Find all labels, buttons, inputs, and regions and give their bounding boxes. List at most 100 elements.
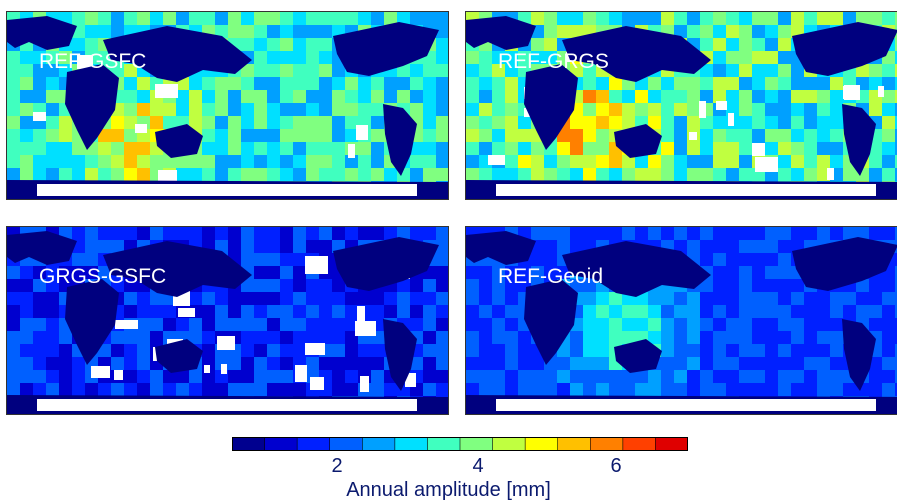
antarctica-nodata: [37, 399, 417, 411]
heatmap-cell: [371, 357, 385, 371]
heatmap-cell: [843, 227, 857, 241]
heatmap-cell: [319, 51, 333, 65]
heatmap-cell: [895, 253, 897, 267]
heatmap-cell: [254, 240, 268, 254]
heatmap-cell: [137, 305, 151, 319]
heatmap-cell: [817, 103, 831, 117]
heatmap-cell: [72, 370, 86, 384]
heatmap-cell: [609, 370, 623, 384]
heatmap-cell: [306, 305, 320, 319]
heatmap-cell: [505, 64, 519, 78]
heatmap-cell: [176, 227, 190, 241]
heatmap-cell: [466, 318, 480, 332]
heatmap-cell: [124, 370, 138, 384]
heatmap-cell: [202, 305, 216, 319]
heatmap-cell: [98, 383, 112, 397]
nodata-patch: [178, 308, 195, 317]
heatmap-cell: [124, 116, 138, 130]
heatmap-cell: [752, 51, 766, 65]
heatmap-cell: [804, 129, 818, 143]
heatmap-cell: [739, 168, 753, 182]
heatmap-cell: [466, 103, 480, 117]
heatmap-cell: [46, 155, 60, 169]
heatmap-cell: [648, 227, 662, 241]
heatmap-cell: [609, 103, 623, 117]
heatmap-cell: [713, 240, 727, 254]
heatmap-cell: [306, 227, 320, 241]
heatmap-cell: [189, 116, 203, 130]
map-panel-ref-grgs: REF-GRGS: [465, 11, 897, 200]
heatmap-cell: [59, 344, 73, 358]
heatmap-cell: [609, 77, 623, 91]
heatmap-cell: [293, 51, 307, 65]
heatmap-cell: [267, 383, 281, 397]
heatmap-cell: [479, 279, 493, 293]
heatmap-cell: [583, 227, 597, 241]
heatmap-cell: [752, 253, 766, 267]
heatmap-cell: [33, 344, 47, 358]
heatmap-cell: [215, 25, 229, 39]
heatmap-cell: [33, 64, 47, 78]
heatmap-cell: [713, 90, 727, 104]
heatmap-cell: [843, 12, 857, 26]
heatmap-cell: [358, 357, 372, 371]
heatmap-cell: [804, 168, 818, 182]
heatmap-cell: [293, 25, 307, 39]
heatmap-cell: [33, 266, 47, 280]
heatmap-cell: [713, 383, 727, 397]
heatmap-cell: [228, 292, 242, 306]
heatmap-cell: [254, 90, 268, 104]
heatmap-cell: [85, 266, 99, 280]
heatmap-cell: [791, 155, 805, 169]
heatmap-cell: [765, 116, 779, 130]
heatmap-cell: [254, 12, 268, 26]
heatmap-cell: [345, 90, 359, 104]
heatmap-cell: [817, 357, 831, 371]
heatmap-cell: [436, 318, 448, 332]
heatmap-cell: [254, 64, 268, 78]
heatmap-cell: [98, 129, 112, 143]
heatmap-cell: [137, 292, 151, 306]
heatmap-cell: [882, 77, 896, 91]
heatmap-cell: [895, 331, 897, 345]
heatmap-cell: [492, 266, 506, 280]
heatmap-cell: [215, 103, 229, 117]
heatmap-cell: [674, 103, 688, 117]
heatmap-cell: [384, 383, 398, 397]
heatmap-cell: [882, 129, 896, 143]
heatmap-cell: [72, 357, 86, 371]
heatmap-cell: [241, 142, 255, 156]
heatmap-cell: [739, 357, 753, 371]
heatmap-cell: [111, 344, 125, 358]
heatmap-cell: [137, 227, 151, 241]
heatmap-cell: [791, 129, 805, 143]
heatmap-cell: [293, 38, 307, 52]
heatmap-cell: [713, 25, 727, 39]
heatmap-cell: [20, 129, 34, 143]
heatmap-cell: [778, 331, 792, 345]
heatmap-cell: [410, 103, 424, 117]
heatmap-cell: [466, 90, 480, 104]
heatmap-cell: [85, 383, 99, 397]
heatmap-cell: [830, 103, 844, 117]
heatmap-cell: [150, 155, 164, 169]
heatmap-cell: [124, 331, 138, 345]
heatmap-cell: [700, 318, 714, 332]
heatmap-cell: [687, 90, 701, 104]
heatmap-cell: [739, 279, 753, 293]
heatmap-cell: [371, 383, 385, 397]
heatmap-cell: [739, 240, 753, 254]
heatmap-cell: [596, 142, 610, 156]
heatmap-cell: [293, 292, 307, 306]
heatmap-cell: [319, 155, 333, 169]
heatmap-cell: [423, 383, 437, 397]
heatmap-cell: [531, 383, 545, 397]
heatmap-cell: [544, 253, 558, 267]
heatmap-cell: [124, 383, 138, 397]
colorbar-title: Annual amplitude [mm]: [346, 479, 551, 501]
heatmap-cell: [765, 142, 779, 156]
heatmap-cell: [830, 90, 844, 104]
heatmap-cell: [765, 240, 779, 254]
heatmap-cell: [202, 292, 216, 306]
heatmap-cell: [436, 51, 448, 65]
